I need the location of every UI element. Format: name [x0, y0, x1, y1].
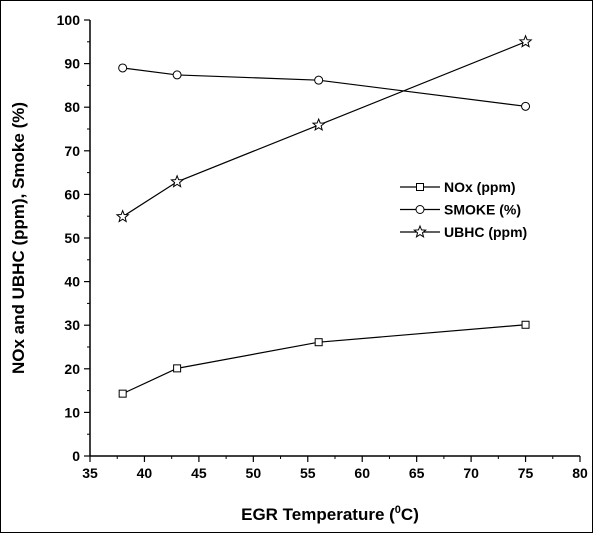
data-point-nox — [173, 364, 182, 373]
series-ubhc — [115, 34, 533, 223]
data-point-ubhc — [115, 209, 130, 223]
y-tick-label: 0 — [72, 448, 80, 464]
legend-item-ubhc: UBHC (ppm) — [400, 224, 527, 240]
data-point-smoke — [118, 63, 128, 73]
data-point-smoke — [314, 75, 324, 85]
x-tick-label: 75 — [518, 465, 534, 481]
y-tick-label: 50 — [64, 230, 80, 246]
data-point-nox — [314, 338, 323, 347]
x-tick-label: 55 — [300, 465, 316, 481]
y-tick-label: 80 — [64, 99, 80, 115]
series-layer — [115, 34, 533, 398]
y-tick-label: 70 — [64, 143, 80, 159]
series-smoke — [118, 63, 531, 111]
x-tick-label: 45 — [191, 465, 207, 481]
series-line-smoke — [122, 67, 526, 107]
y-tick-label: 100 — [57, 12, 81, 28]
data-point-nox — [521, 320, 530, 329]
data-point-smoke — [172, 70, 182, 80]
y-tick-label: 60 — [64, 186, 80, 202]
x-ticks: 35 40 45 50 55 60 65 70 75 80 — [82, 456, 588, 481]
x-tick-label: 40 — [137, 465, 153, 481]
legend-label: NOx (ppm) — [444, 179, 516, 195]
data-point-ubhc — [311, 117, 326, 132]
x-tick-label: 65 — [409, 465, 425, 481]
legend-label: SMOKE (%) — [444, 202, 521, 218]
data-point-ubhc — [170, 174, 185, 188]
legend-marker-smoke — [415, 205, 425, 214]
y-tick-label: 20 — [64, 361, 80, 377]
x-tick-label: 60 — [354, 465, 370, 481]
x-tick-label: 70 — [463, 465, 479, 481]
y-axis-title: NOx and UBHC (ppm), Smoke (%) — [9, 102, 28, 374]
legend-marker-ubhc — [412, 224, 428, 238]
series-line-nox — [122, 324, 526, 395]
legend-marker-nox — [416, 183, 424, 191]
series-line-ubhc — [122, 41, 526, 218]
x-tick-label: 50 — [246, 465, 262, 481]
series-nox — [118, 320, 530, 398]
y-tick-label: 40 — [64, 274, 80, 290]
data-point-smoke — [521, 101, 531, 111]
y-tick-label: 10 — [64, 404, 80, 420]
legend-label: UBHC (ppm) — [444, 224, 527, 240]
y-ticks: 0 10 20 30 40 50 60 70 80 90 100 — [57, 12, 90, 464]
x-tick-label: 80 — [572, 465, 588, 481]
legend-item-nox: NOx (ppm) — [400, 179, 516, 195]
x-axis-title: EGR Temperature (0C) — [241, 504, 419, 524]
y-tick-label: 30 — [64, 317, 80, 333]
data-point-ubhc — [518, 34, 533, 48]
legend: NOx (ppm) SMOKE (%) UBHC (ppm) — [400, 179, 527, 240]
y-tick-label: 90 — [64, 56, 80, 72]
data-point-nox — [118, 389, 127, 398]
legend-item-smoke: SMOKE (%) — [400, 202, 521, 218]
x-tick-label: 35 — [82, 465, 98, 481]
